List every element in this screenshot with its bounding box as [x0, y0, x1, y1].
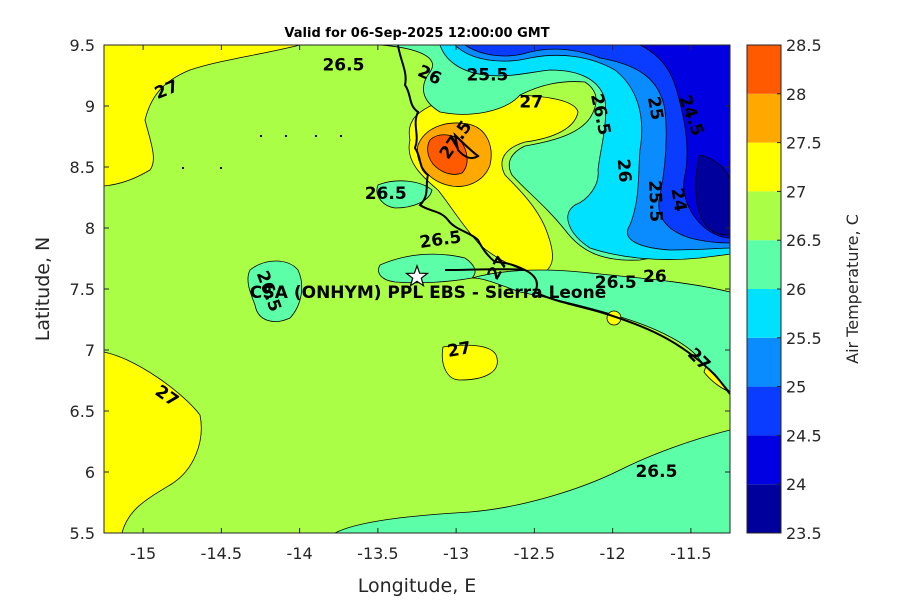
coastline — [397, 45, 730, 395]
colorbar-swatch — [747, 142, 781, 192]
x-tick-label: -13 — [443, 544, 469, 563]
colorbar-swatch — [747, 45, 781, 94]
colorbar-swatch — [747, 93, 781, 143]
colorbar-tick-label: 26 — [786, 280, 806, 299]
colorbar-swatch — [747, 484, 781, 533]
y-tick-label: 9 — [85, 97, 95, 116]
y-tick-label: 5.5 — [70, 524, 95, 543]
colorbar-swatch — [747, 386, 781, 436]
contour-label: 25 — [643, 95, 667, 122]
contour-label: 25.5 — [466, 66, 508, 86]
site-label: CSA (ONHYM) PPL EBS - Sierra Leone — [250, 283, 607, 303]
contour-label: 24 — [666, 187, 690, 214]
contour-label: 26.5 — [595, 273, 637, 293]
contour-label: 27 — [519, 92, 543, 112]
x-tick-label: -11.5 — [670, 544, 711, 563]
x-axis-label: Longitude, E — [358, 575, 477, 597]
contour-label: 26.5 — [365, 184, 407, 204]
x-axis-ticks: -15 -14.5 -14 -13.5 -13 -12.5 -12 -11.5 — [130, 45, 712, 563]
y-axis-ticks: 5.5 6 6.5 7 7.5 8 8.5 9 9.5 — [70, 36, 730, 543]
colorbar-swatch — [747, 289, 781, 338]
site-marker: CSA (ONHYM) PPL EBS - Sierra Leone — [250, 263, 607, 303]
y-tick-label: 7 — [85, 341, 95, 360]
colorbar-label: Air Temperature, C — [843, 214, 862, 364]
band-23.5-24 — [695, 154, 730, 236]
band-27-southwest — [104, 351, 202, 533]
band-26-west — [247, 260, 303, 322]
y-tick-label: 6 — [85, 463, 95, 482]
band-24.5-25 — [464, 45, 730, 244]
x-tick-label: -13.5 — [357, 544, 398, 563]
x-tick-label: -15 — [130, 544, 156, 563]
band-27-west — [104, 45, 301, 187]
colorbar-tick-label: 28.5 — [786, 36, 822, 55]
x-tick-label: -14.5 — [201, 544, 242, 563]
y-tick-label: 8 — [85, 219, 95, 238]
star-icon — [404, 263, 430, 288]
band-26-southeast — [334, 269, 730, 533]
x-tick-label: -12.5 — [514, 544, 555, 563]
contour-label: 26 — [643, 267, 667, 287]
y-tick-label: 8.5 — [70, 158, 95, 177]
band-27-south — [441, 344, 498, 381]
band-26-inlet — [376, 180, 433, 209]
temperature-field — [104, 45, 730, 533]
colorbar-tick-label: 24 — [786, 475, 806, 494]
y-axis-label: Latitude, N — [32, 237, 54, 342]
y-tick-label: 6.5 — [70, 402, 95, 421]
map-title: Valid for 06-Sep-2025 12:00:00 GMT — [284, 26, 549, 41]
colorbar: 23.5 24 24.5 25 25.5 26 26.5 27 27.5 28 28.5 — [746, 36, 822, 543]
contour-label: 26.5 — [322, 56, 364, 76]
x-tick-label: -12 — [600, 544, 626, 563]
contour-label: 27 — [446, 338, 473, 362]
colorbar-tick-label: 27 — [786, 182, 806, 201]
colorbar-tick-label: 27.5 — [786, 134, 822, 153]
colorbar-tick-label: 26.5 — [786, 231, 822, 250]
x-tick-label: -14 — [287, 544, 313, 563]
colorbar-swatch — [747, 240, 781, 289]
colorbar-tick-label: 23.5 — [786, 524, 822, 543]
contour-label: 26 — [613, 158, 635, 183]
colorbar-tick-label: 28 — [786, 85, 806, 104]
colorbar-tick-label: 25.5 — [786, 329, 822, 348]
y-tick-label: 9.5 — [70, 36, 95, 55]
estuary — [453, 131, 480, 159]
colorbar-tick-label: 24.5 — [786, 426, 822, 445]
colorbar-swatch — [747, 191, 781, 241]
contour-label: 25.5 — [644, 180, 665, 223]
colorbar-swatch — [747, 337, 781, 387]
colorbar-tick-label: 25 — [786, 378, 806, 397]
colorbar-swatch — [747, 435, 781, 485]
coastal-inlet — [444, 268, 526, 271]
y-tick-label: 7.5 — [70, 280, 95, 299]
contour-label: 26.5 — [635, 462, 677, 482]
island-dots — [182, 135, 342, 169]
